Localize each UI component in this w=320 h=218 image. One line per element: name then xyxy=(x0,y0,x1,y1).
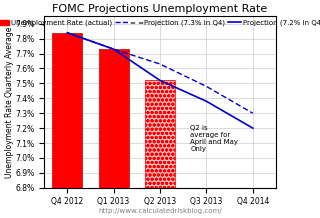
Bar xyxy=(145,80,175,188)
Legend: Unemployment Rate (actual), = =Projection (7.3% in Q4), Projection (7.2% in Q4): Unemployment Rate (actual), = =Projectio… xyxy=(0,20,320,26)
Text: Q2 is
average for
April and May
Only: Q2 is average for April and May Only xyxy=(190,125,238,152)
Bar xyxy=(52,33,82,188)
Y-axis label: Unemployment Rate Quarterly Average: Unemployment Rate Quarterly Average xyxy=(5,26,14,178)
X-axis label: http://www.calculatedriskblog.com/: http://www.calculatedriskblog.com/ xyxy=(98,208,222,214)
Title: FOMC Projections Unemployment Rate: FOMC Projections Unemployment Rate xyxy=(52,4,268,14)
Bar xyxy=(145,80,175,188)
Bar xyxy=(99,49,129,188)
